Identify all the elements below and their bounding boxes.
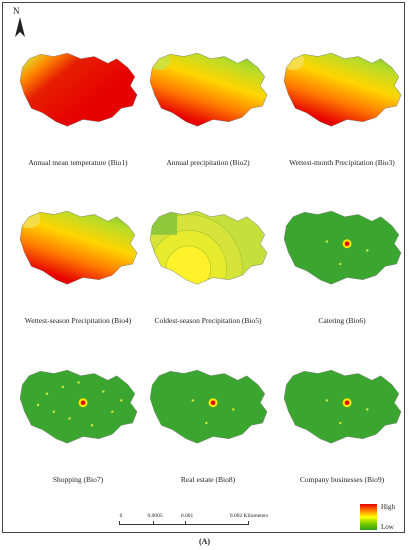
map-raster <box>149 52 268 127</box>
legend-color-ramp <box>360 504 377 530</box>
map-raster <box>283 52 402 127</box>
map-raster <box>19 52 138 127</box>
scale-label-1: 0.0005 <box>147 513 163 519</box>
map-caption: Real estate (Bio8) <box>180 475 236 484</box>
map-raster <box>149 210 268 285</box>
scale-tick <box>185 521 186 525</box>
map-raster <box>283 210 402 285</box>
map-caption: Coldest-season Precipitation (Bio5) <box>154 316 262 325</box>
scale-tick <box>153 521 154 525</box>
map-caption: Company businesses (Bio9) <box>299 475 385 484</box>
map-raster <box>19 369 138 444</box>
scale-label-2: 0.001 <box>180 513 194 519</box>
map-raster <box>149 369 268 444</box>
north-arrow-icon <box>15 17 25 37</box>
color-legend: High Low <box>360 503 405 535</box>
map-caption: Annual mean temperature (Bio1) <box>28 158 128 167</box>
scale-line <box>119 524 249 525</box>
figure-label: (A) <box>198 537 211 546</box>
legend-low-label: Low <box>381 523 394 531</box>
north-label: N <box>13 6 20 16</box>
map-caption: Shopping (Bio7) <box>52 475 104 484</box>
scale-label-3: 0.002 Kilometers <box>229 513 269 519</box>
map-caption: Wettest-season Precipitation (Bio4) <box>24 316 132 325</box>
map-caption: Wettest-month Precipitation (Bio3) <box>289 158 395 167</box>
scale-tick <box>248 521 249 525</box>
map-raster <box>19 210 138 285</box>
map-raster <box>283 369 402 444</box>
scale-tick <box>119 521 120 525</box>
scale-label-0: 0 <box>119 513 123 519</box>
scale-bar: 0 0.0005 0.001 0.002 Kilometers <box>119 513 279 533</box>
map-caption: Catering (Bio6) <box>318 316 366 325</box>
legend-high-label: High <box>381 503 395 511</box>
figure-frame: N Annual mean temperature (Bio1) Annual p… <box>2 2 405 533</box>
map-caption: Annual precipitation (Bio2) <box>166 158 250 167</box>
